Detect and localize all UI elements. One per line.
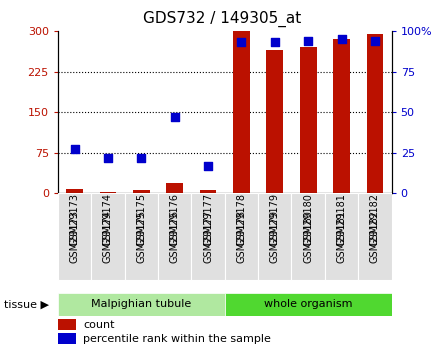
Text: GSM29176: GSM29176 [170, 210, 180, 263]
Bar [166, 184, 183, 193]
Point [71, 147, 78, 152]
Text: GSM29181: GSM29181 [336, 193, 347, 246]
Point [138, 155, 145, 160]
Text: GSM29174: GSM29174 [103, 210, 113, 263]
Point [338, 37, 345, 42]
Bar [300, 47, 316, 193]
Bar [267, 50, 283, 193]
Text: tissue ▶: tissue ▶ [4, 299, 49, 309]
Text: GSM29180: GSM29180 [303, 193, 313, 246]
Text: GSM29173: GSM29173 [69, 210, 80, 263]
FancyBboxPatch shape [125, 193, 158, 280]
Bar [58, 333, 76, 344]
Point [105, 155, 112, 160]
Bar [200, 190, 216, 193]
FancyBboxPatch shape [191, 193, 225, 280]
FancyBboxPatch shape [58, 193, 91, 280]
Text: GSM29179: GSM29179 [270, 210, 280, 263]
FancyBboxPatch shape [325, 193, 358, 280]
Text: GSM29180: GSM29180 [303, 210, 313, 263]
Point [271, 40, 279, 45]
Point [238, 40, 245, 45]
Point [372, 38, 379, 43]
Bar [333, 39, 350, 193]
FancyBboxPatch shape [358, 193, 392, 280]
Text: GSM29182: GSM29182 [370, 193, 380, 246]
Bar [367, 34, 383, 193]
Text: GSM29179: GSM29179 [270, 193, 280, 246]
Bar [58, 319, 76, 330]
Point [205, 163, 212, 168]
Text: GSM29178: GSM29178 [236, 193, 247, 246]
Text: whole organism: whole organism [264, 299, 352, 309]
Text: Malpighian tubule: Malpighian tubule [91, 299, 191, 309]
Text: GSM29177: GSM29177 [203, 193, 213, 246]
Bar [133, 190, 150, 193]
Text: GSM29175: GSM29175 [136, 193, 146, 246]
FancyBboxPatch shape [291, 193, 325, 280]
Text: GDS732 / 149305_at: GDS732 / 149305_at [143, 10, 302, 27]
Bar [66, 189, 83, 193]
Text: GSM29178: GSM29178 [236, 210, 247, 263]
Text: percentile rank within the sample: percentile rank within the sample [83, 334, 271, 344]
Text: GSM29181: GSM29181 [336, 210, 347, 263]
FancyBboxPatch shape [225, 293, 392, 316]
FancyBboxPatch shape [58, 293, 225, 316]
Bar [233, 31, 250, 193]
Text: GSM29174: GSM29174 [103, 193, 113, 246]
Text: GSM29177: GSM29177 [203, 210, 213, 263]
FancyBboxPatch shape [225, 193, 258, 280]
Point [171, 114, 178, 120]
Text: GSM29175: GSM29175 [136, 210, 146, 263]
Point [305, 38, 312, 43]
FancyBboxPatch shape [158, 193, 191, 280]
Text: GSM29182: GSM29182 [370, 210, 380, 263]
Text: GSM29176: GSM29176 [170, 193, 180, 246]
FancyBboxPatch shape [91, 193, 125, 280]
Text: GSM29173: GSM29173 [69, 193, 80, 246]
Text: count: count [83, 320, 114, 330]
Bar [100, 192, 116, 193]
FancyBboxPatch shape [258, 193, 291, 280]
